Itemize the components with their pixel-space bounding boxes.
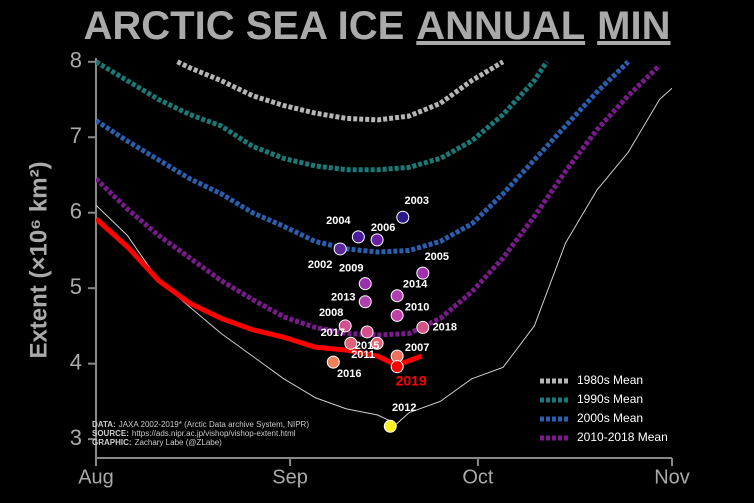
- data-point: [370, 233, 384, 247]
- data-point: [390, 289, 404, 303]
- legend-label: 2000s Mean: [577, 411, 643, 425]
- point-label: 2018: [433, 321, 457, 333]
- data-point: [416, 320, 430, 334]
- data-point: [333, 242, 347, 256]
- y-tick-label: 8: [70, 48, 82, 73]
- note-label: DATA:: [92, 420, 116, 429]
- note-text: https://ads.nipr.ac.jp/vishop/vishop-ext…: [132, 429, 296, 438]
- point-label: 2019: [396, 372, 427, 388]
- source-note: DATA: JAXA 2002-2019* (Arctic Data archiv…: [92, 420, 309, 429]
- series-line: [96, 87, 672, 425]
- data-point: [383, 419, 397, 433]
- y-tick-label: 3: [70, 425, 82, 450]
- point-label: 2005: [425, 251, 449, 263]
- data-point: [351, 230, 365, 244]
- point-label: 2012: [392, 402, 416, 414]
- data-point: [416, 266, 430, 280]
- title-part: ANNUAL: [416, 4, 585, 48]
- data-point: [338, 319, 352, 333]
- point-label: 2010: [405, 301, 429, 313]
- data-point: [390, 308, 404, 322]
- note-text: Zachary Labe (@ZLabe): [135, 438, 223, 447]
- data-point: [370, 336, 384, 350]
- legend-label: 1990s Mean: [577, 392, 643, 406]
- data-point: [358, 277, 372, 291]
- point-label: 2016: [337, 368, 361, 380]
- note-text: JAXA 2002-2019* (Arctic Data archive Sys…: [119, 420, 310, 429]
- y-tick-label: 5: [70, 274, 82, 299]
- data-point: [390, 360, 404, 374]
- series-line: [96, 63, 662, 338]
- source-note: GRAPHIC: Zachary Labe (@ZLabe): [92, 438, 222, 447]
- point-label: 2002: [308, 259, 332, 271]
- point-label: 2009: [339, 263, 363, 275]
- plot-area: [96, 59, 672, 425]
- series-line: [176, 59, 505, 123]
- note-label: GRAPHIC:: [92, 438, 132, 447]
- x-tick-label: Oct: [462, 466, 494, 488]
- data-point: [396, 210, 410, 224]
- series-line: [96, 216, 423, 368]
- legend-label: 2010-2018 Mean: [577, 430, 668, 444]
- y-tick-label: 6: [70, 199, 82, 224]
- legend-label: 1980s Mean: [577, 373, 643, 387]
- point-label: 2013: [331, 292, 355, 304]
- data-point: [326, 355, 340, 369]
- chart-title: ARCTIC SEA ICE ANNUAL MIN: [84, 4, 671, 48]
- title-part: MIN: [597, 4, 670, 48]
- point-label: 2006: [371, 222, 395, 234]
- point-label: 2015: [355, 340, 379, 352]
- y-tick-label: 7: [70, 123, 82, 148]
- source-note: SOURCE: https://ads.nipr.ac.jp/vishop/vis…: [92, 429, 296, 438]
- data-point: [360, 325, 374, 339]
- point-label: 2007: [405, 342, 429, 354]
- data-point: [344, 336, 358, 350]
- point-label: 2017: [321, 327, 345, 339]
- title-part: ARCTIC SEA ICE: [84, 4, 405, 48]
- data-point: [358, 295, 372, 309]
- point-label: 2004: [326, 215, 351, 227]
- point-label: 2011: [351, 349, 375, 361]
- series-line: [96, 60, 630, 255]
- y-axis-label: Extent (×10⁶ km²): [25, 161, 52, 358]
- point-label: 2003: [405, 195, 429, 207]
- x-tick-label: Nov: [654, 466, 690, 488]
- x-tick-label: Sep: [272, 466, 308, 488]
- x-tick-label: Aug: [78, 466, 114, 488]
- point-label: 2008: [319, 307, 343, 319]
- note-label: SOURCE:: [92, 429, 129, 438]
- series-line: [96, 59, 549, 173]
- point-label: 2014: [403, 279, 428, 291]
- y-tick-label: 4: [70, 349, 82, 374]
